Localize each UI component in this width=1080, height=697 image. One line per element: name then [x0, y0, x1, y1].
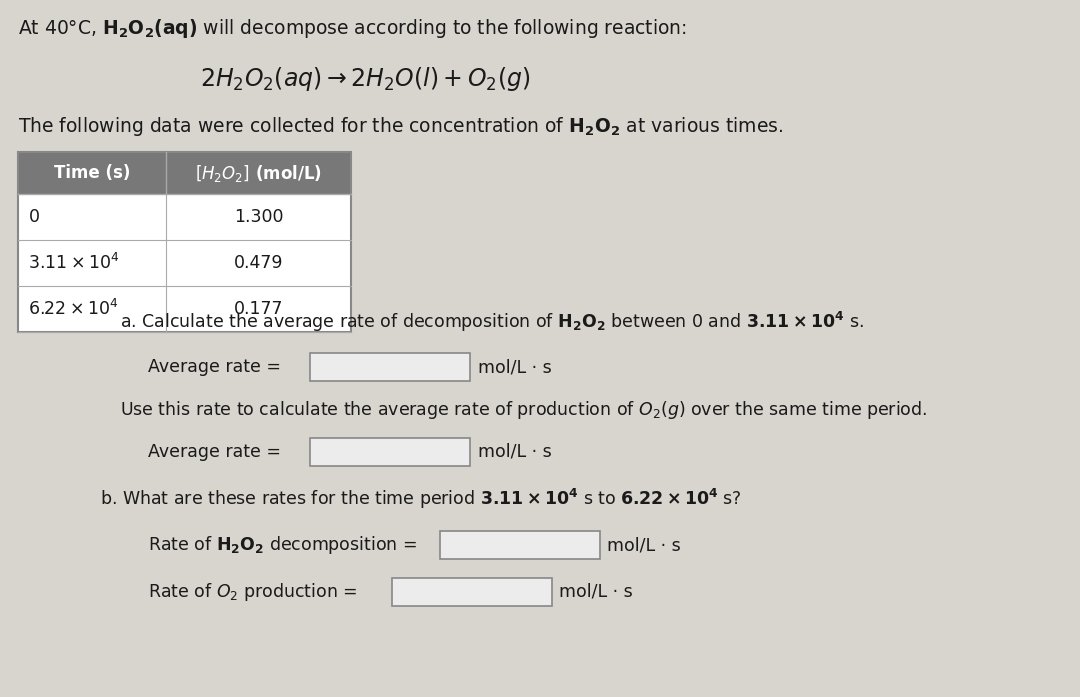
Text: mol/L · s: mol/L · s [478, 358, 552, 376]
Text: Rate of $\mathbf{H_2O_2}$ decomposition =: Rate of $\mathbf{H_2O_2}$ decomposition … [148, 534, 417, 556]
Text: $6.22 \times 10^4$: $6.22 \times 10^4$ [28, 299, 119, 319]
Text: Average rate =: Average rate = [148, 358, 281, 376]
Bar [18, 240, 351, 286]
Bar [310, 438, 470, 466]
Text: 0.479: 0.479 [233, 254, 283, 272]
Text: Average rate =: Average rate = [148, 443, 281, 461]
Text: b. What are these rates for the time period $\mathbf{3.11 \times 10^4}$ s to $\m: b. What are these rates for the time per… [100, 487, 742, 511]
Text: The following data were collected for the concentration of $\mathbf{H_2O_2}$ at : The following data were collected for th… [18, 116, 783, 139]
Text: Rate of $O_2$ production =: Rate of $O_2$ production = [148, 581, 357, 603]
Bar [392, 578, 552, 606]
Bar [310, 353, 470, 381]
Text: Time (s): Time (s) [54, 164, 131, 182]
Text: mol/L · s: mol/L · s [559, 583, 633, 601]
Bar [18, 194, 351, 240]
Bar [18, 152, 351, 194]
Bar [18, 286, 351, 332]
Text: mol/L · s: mol/L · s [607, 536, 680, 554]
Text: $0$: $0$ [28, 208, 40, 226]
Text: At 40°C, $\mathbf{H_2O_2(aq)}$ will decompose according to the following reactio: At 40°C, $\mathbf{H_2O_2(aq)}$ will deco… [18, 17, 687, 40]
Bar [440, 531, 600, 559]
Text: $2H_2O_2(aq) \rightarrow 2H_2O(l) + O_2(g)$: $2H_2O_2(aq) \rightarrow 2H_2O(l) + O_2(… [200, 65, 530, 93]
Text: $3.11 \times 10^4$: $3.11 \times 10^4$ [28, 253, 119, 273]
Text: $[H_2O_2]$ (mol/L): $[H_2O_2]$ (mol/L) [195, 162, 322, 183]
Text: mol/L · s: mol/L · s [478, 443, 552, 461]
Text: a. Calculate the average rate of decomposition of $\mathbf{H_2O_2}$ between 0 an: a. Calculate the average rate of decompo… [120, 310, 864, 334]
Text: Use this rate to calculate the average rate of production of $O_2(g)$ over the s: Use this rate to calculate the average r… [120, 399, 928, 421]
Text: 0.177: 0.177 [233, 300, 283, 318]
Text: 1.300: 1.300 [233, 208, 283, 226]
Bar [18, 152, 351, 332]
